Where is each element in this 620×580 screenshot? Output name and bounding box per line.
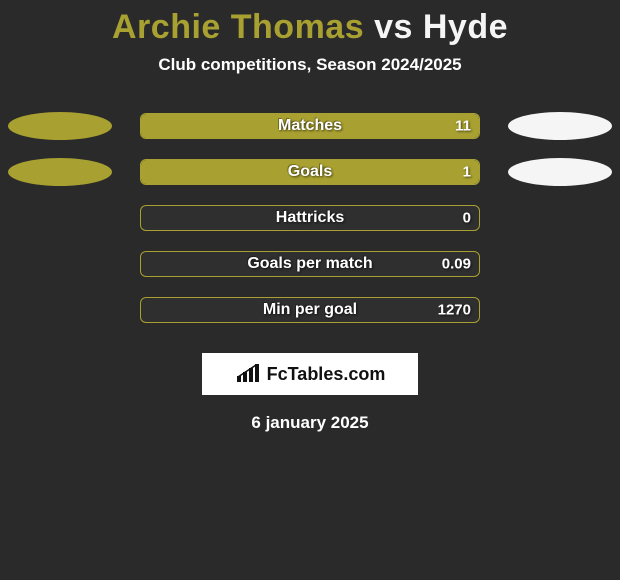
stat-label: Matches — [278, 117, 342, 135]
stat-label: Goals — [288, 163, 332, 181]
vs-text: vs — [374, 8, 413, 46]
opponent-ellipse-icon — [508, 158, 612, 186]
player-ellipse-icon — [8, 112, 112, 140]
opponent-value: 1 — [463, 164, 471, 181]
logo-text: FcTables.com — [267, 364, 386, 385]
opponent-value: 0.09 — [442, 256, 471, 273]
stat-label: Goals per match — [247, 255, 372, 273]
stat-label: Min per goal — [263, 301, 357, 319]
footer-date: 6 january 2025 — [0, 413, 620, 433]
opponent-name: Hyde — [423, 8, 508, 46]
opponent-value: 0 — [463, 210, 471, 227]
stat-row: Goals per match 0.09 — [0, 241, 620, 287]
subtitle: Club competitions, Season 2024/2025 — [0, 55, 620, 75]
page-title: Archie Thomas vs Hyde — [0, 8, 620, 47]
stat-bar: Matches 11 — [140, 113, 480, 139]
stat-bar: Goals 1 — [140, 159, 480, 185]
opponent-value: 11 — [455, 118, 471, 135]
logo-bars-icon — [235, 364, 263, 384]
stat-bar: Goals per match 0.09 — [140, 251, 480, 277]
opponent-ellipse-icon — [508, 112, 612, 140]
stat-row: Min per goal 1270 — [0, 287, 620, 333]
stat-row: Goals 1 — [0, 149, 620, 195]
stat-bar: Min per goal 1270 — [140, 297, 480, 323]
stat-row: Hattricks 0 — [0, 195, 620, 241]
stat-bar: Hattricks 0 — [140, 205, 480, 231]
player-ellipse-icon — [8, 158, 112, 186]
comparison-widget: Archie Thomas vs Hyde Club competitions,… — [0, 0, 620, 433]
footer-logo[interactable]: FcTables.com — [202, 353, 418, 395]
stat-row: Matches 11 — [0, 103, 620, 149]
stat-label: Hattricks — [276, 209, 344, 227]
player-name: Archie Thomas — [112, 8, 364, 46]
stat-rows: Matches 11 Goals 1 Hattricks 0 Goals per match… — [0, 103, 620, 333]
opponent-value: 1270 — [438, 302, 471, 319]
